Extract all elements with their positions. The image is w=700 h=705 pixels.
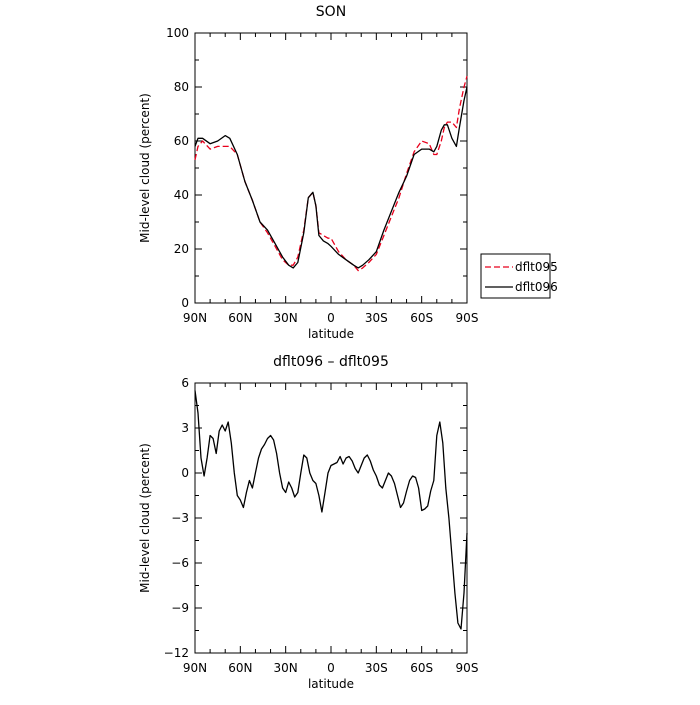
y-tick-label: 100: [166, 26, 189, 40]
legend-label: dflt095: [515, 260, 558, 274]
y-tick-label: 60: [174, 134, 189, 148]
x-tick-label: 0: [327, 661, 335, 675]
x-tick-label: 30N: [274, 311, 298, 325]
x-tick-label: 60S: [410, 661, 433, 675]
y-tick-label: 6: [181, 376, 189, 390]
y-tick-label: −12: [164, 646, 189, 660]
plot-frame: [194, 32, 468, 304]
y-axis-label: Mid-level cloud (percent): [138, 443, 152, 593]
series-line-dflt095: [194, 76, 468, 272]
legend-box: [480, 253, 551, 299]
x-tick-label: 60N: [228, 311, 252, 325]
y-tick-label: 3: [181, 421, 189, 435]
y-tick-label: 0: [181, 296, 189, 310]
x-tick-label: 90N: [183, 661, 207, 675]
bottom-panel: 90N 60N 30N 0 30S 60S 90S −12 −9 −6 −3 0 3 6 dflt096 –…: [138, 354, 478, 691]
series-line-dflt096: [194, 86, 468, 269]
x-tick-label: 30S: [365, 661, 388, 675]
y-tick-label: 80: [174, 80, 189, 94]
plot-frame: [194, 382, 468, 654]
y-tick-label: 20: [174, 242, 189, 256]
y-tick-label: 0: [181, 466, 189, 480]
x-tick-label: 90S: [456, 311, 479, 325]
series-line: [194, 390, 468, 630]
x-tick-label: 0: [327, 311, 335, 325]
y-axis-label: Mid-level cloud (percent): [138, 93, 152, 243]
y-tick-label: −6: [171, 556, 189, 570]
x-tick-label: 30S: [365, 311, 388, 325]
x-tick-label: 30N: [274, 661, 298, 675]
x-axis-label: latitude: [308, 327, 354, 341]
top-panel: 90N 60N 30N 0 30S 60S 90S 0 20 40 60 80 100 SON latitu…: [138, 4, 558, 341]
y-tick-label: −3: [171, 511, 189, 525]
x-tick-label: 90N: [183, 311, 207, 325]
legend: dflt095 dflt096: [480, 253, 558, 299]
x-tick-label: 60S: [410, 311, 433, 325]
chart-title: SON: [316, 4, 346, 20]
y-tick-label: 40: [174, 188, 189, 202]
x-axis-label: latitude: [308, 677, 354, 691]
x-tick-label: 60N: [228, 661, 252, 675]
chart-title: dflt096 – dflt095: [273, 354, 389, 370]
y-tick-label: −9: [171, 601, 189, 615]
x-tick-label: 90S: [456, 661, 479, 675]
legend-label: dflt096: [515, 280, 558, 294]
